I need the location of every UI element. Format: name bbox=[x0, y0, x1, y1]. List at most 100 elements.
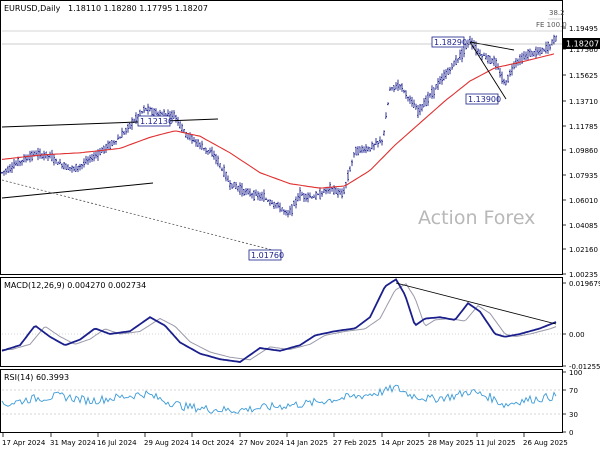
ohlc-bar bbox=[277, 201, 279, 209]
ohlc-bar bbox=[461, 48, 463, 63]
current-price-tag: 1.18207 bbox=[563, 38, 600, 49]
lower-channel-trendline bbox=[1, 182, 154, 199]
ohlc-bar bbox=[107, 140, 109, 150]
ohlc-bar bbox=[485, 53, 487, 60]
ohlc-bar bbox=[415, 103, 417, 110]
ohlc-bar bbox=[349, 166, 351, 172]
ohlc-bar bbox=[27, 154, 29, 161]
ohlc-bar bbox=[483, 52, 485, 56]
ohlc-bar bbox=[75, 163, 77, 172]
ohlc-bar bbox=[439, 76, 441, 85]
ohlc-bar bbox=[199, 142, 201, 150]
ohlc-bar bbox=[451, 63, 453, 70]
macd-axis-tick-label: 0.00 bbox=[569, 331, 585, 339]
ohlc-bar bbox=[205, 147, 207, 154]
fe-label: FE 100.0 bbox=[536, 21, 567, 29]
ohlc-bar bbox=[337, 187, 339, 198]
ohlc-bar bbox=[215, 153, 217, 165]
ohlc-bar bbox=[397, 79, 399, 91]
ohlc-bar bbox=[171, 110, 173, 121]
ohlc-bar bbox=[73, 166, 75, 172]
ohlc-bar bbox=[111, 140, 113, 147]
ohlc-bar bbox=[283, 209, 285, 215]
ohlc-bar bbox=[529, 48, 531, 57]
ohlc-bar bbox=[263, 189, 265, 202]
ohlc-bar bbox=[391, 87, 393, 91]
price-axis-tick-label: 1.15625 bbox=[569, 72, 598, 80]
ohlc-bar bbox=[431, 85, 433, 99]
ohlc-bar bbox=[443, 69, 445, 81]
ohlc-bar bbox=[253, 189, 255, 201]
price-axis-tick-label: 1.00235 bbox=[569, 271, 598, 279]
ohlc-bar bbox=[257, 191, 259, 201]
wedge-upper-line bbox=[469, 41, 515, 51]
ohlc-bar bbox=[315, 191, 317, 200]
ohlc-bar bbox=[95, 151, 97, 159]
ohlc-bar bbox=[37, 147, 39, 161]
ohlc-bar bbox=[507, 74, 509, 83]
ohlc-bar bbox=[17, 156, 19, 167]
ohlc-bar bbox=[225, 171, 227, 182]
ohlc-bar bbox=[15, 160, 17, 166]
ohlc-bar bbox=[209, 147, 211, 154]
ohlc-bar bbox=[291, 204, 293, 217]
ohlc-bar bbox=[223, 164, 225, 178]
ohlc-bar bbox=[71, 165, 73, 173]
ohlc-bar bbox=[117, 134, 119, 140]
ohlc-bar bbox=[61, 163, 63, 169]
ohlc-bar bbox=[67, 164, 69, 170]
price-axis-tick-label: 1.02160 bbox=[569, 246, 598, 254]
ohlc-bar bbox=[441, 73, 443, 85]
x-axis-tick-label: 27 Nov 2024 bbox=[239, 439, 284, 447]
ohlc-bar bbox=[365, 144, 367, 154]
macd-panel-frame bbox=[0, 277, 563, 367]
ohlc-bar bbox=[255, 189, 257, 196]
ohlc-bar bbox=[455, 54, 457, 66]
ohlc-bar bbox=[551, 39, 553, 46]
ohlc-bar bbox=[141, 111, 143, 114]
macd-label: MACD(12,26,9) 0.004270 0.002734 bbox=[4, 281, 146, 290]
ohlc-bar bbox=[207, 149, 209, 155]
ohlc-bar bbox=[389, 86, 391, 91]
ohlc-bar bbox=[151, 107, 153, 116]
ohlc-bar bbox=[245, 188, 247, 196]
ohlc-bar bbox=[357, 146, 359, 156]
ohlc-bar bbox=[509, 69, 511, 77]
ohlc-bar bbox=[317, 193, 319, 196]
ohlc-bar bbox=[1, 171, 3, 174]
rsi-axis-tick-label: 0 bbox=[569, 429, 573, 437]
ohlc-bar bbox=[269, 199, 271, 206]
ohlc-bar bbox=[57, 161, 59, 165]
x-axis-tick-label: 11 Jul 2025 bbox=[476, 439, 516, 447]
ohlc-bar bbox=[43, 150, 45, 161]
ohlc-bar bbox=[511, 64, 513, 76]
ohlc-bar bbox=[125, 127, 127, 135]
axis-layer: 1.19495 1.17560 1.15625 1.13710 1.11785 1.098… bbox=[2, 25, 600, 447]
ohlc-bar bbox=[127, 123, 129, 133]
ohlc-bar bbox=[51, 149, 53, 162]
ohlc-bar bbox=[53, 154, 55, 166]
ohlc-bar bbox=[377, 141, 379, 148]
macd-axis-tick-label: 0.019679 bbox=[569, 280, 600, 288]
macd-axis-tick-label: -0.012552 bbox=[569, 363, 600, 371]
ohlc-bar bbox=[359, 146, 361, 154]
ohlc-bar bbox=[237, 185, 239, 192]
ohlc-bar bbox=[229, 180, 231, 190]
ohlc-bar bbox=[363, 146, 365, 153]
ohlc-bar bbox=[405, 90, 407, 99]
moving-average-line bbox=[1, 53, 555, 189]
ohlc-bar bbox=[265, 197, 267, 201]
ohlc-bar bbox=[493, 55, 495, 67]
macd-divergence-trendline bbox=[395, 282, 557, 325]
symbol-label: EURUSD,Daily bbox=[4, 4, 61, 13]
ohlc-bar bbox=[13, 158, 15, 169]
ohlc-bar bbox=[433, 87, 435, 99]
ohlc-bar bbox=[297, 193, 299, 202]
ohlc-bar bbox=[457, 58, 459, 63]
ohlc-bar bbox=[243, 189, 245, 196]
ohlc-bar bbox=[531, 50, 533, 57]
watermark: Action Forex bbox=[418, 207, 535, 229]
ohlc-bar bbox=[481, 53, 483, 61]
ohlc-bar bbox=[77, 165, 79, 173]
ohlc-bar bbox=[99, 148, 101, 156]
